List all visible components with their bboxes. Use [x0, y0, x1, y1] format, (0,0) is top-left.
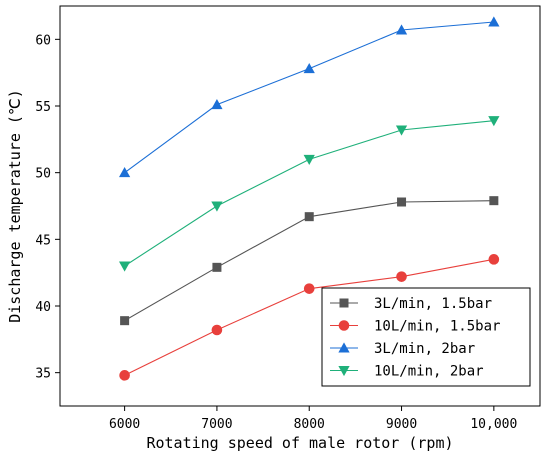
y-tick-label: 60: [35, 33, 51, 48]
legend-marker: [338, 366, 350, 377]
data-point: [211, 99, 223, 110]
y-tick-label: 45: [35, 233, 51, 248]
series-layer: [118, 16, 500, 381]
x-tick-label: 9000: [386, 417, 417, 432]
x-tick-label: 7000: [201, 417, 232, 432]
x-tick-label: 10,000: [470, 417, 517, 432]
data-point: [303, 283, 315, 294]
legend-label: 10L/min, 2bar: [374, 364, 484, 380]
y-axis: 35 40 45 50 55 60: [35, 33, 60, 382]
data-point: [211, 324, 223, 336]
data-point: [395, 125, 408, 136]
legend-label: 3L/min, 2bar: [374, 341, 475, 357]
legend-marker: [338, 320, 350, 331]
data-point: [488, 116, 500, 127]
data-point: [488, 254, 500, 265]
data-point: [118, 261, 131, 272]
legend-item: 3L/min, 1.5bar: [330, 296, 492, 312]
legend-label: 3L/min, 1.5bar: [374, 296, 492, 312]
series-3: [118, 16, 500, 178]
data-point: [488, 16, 500, 27]
y-axis-title: Discharge temperature (℃): [6, 89, 24, 323]
data-point: [303, 63, 315, 74]
x-tick-label: 6000: [109, 417, 140, 432]
y-tick-label: 35: [35, 367, 51, 382]
legend-marker: [339, 298, 349, 308]
data-point: [120, 316, 130, 326]
y-tick-label: 50: [35, 167, 51, 182]
x-axis: 6000 7000 8000 9000 10,000: [109, 406, 517, 432]
data-point: [304, 212, 314, 222]
data-point: [211, 201, 223, 212]
data-point: [397, 197, 407, 207]
plot-frame: [59, 5, 541, 407]
x-tick-label: 8000: [294, 417, 325, 432]
legend-marker: [338, 342, 350, 353]
data-point: [119, 370, 130, 381]
legend-item: 10L/min, 2bar: [330, 364, 484, 380]
data-point: [489, 196, 499, 206]
legend-item: 3L/min, 2bar: [330, 341, 475, 357]
legend-label: 10L/min, 1.5bar: [374, 319, 500, 335]
data-point: [118, 167, 131, 178]
y-tick-label: 55: [35, 100, 51, 115]
x-axis-title: Rotating speed of male rotor (rpm): [146, 434, 453, 452]
legend-item: 10L/min, 1.5bar: [330, 319, 500, 335]
series-line: [124, 120, 494, 267]
legend-box: [321, 287, 531, 387]
data-point: [396, 271, 407, 282]
plot-area: [59, 5, 541, 407]
y-tick-label: 40: [35, 300, 51, 315]
series-4: [118, 116, 500, 272]
series-2: [119, 254, 500, 381]
series-line: [124, 21, 494, 174]
data-point: [395, 24, 408, 35]
data-point: [212, 262, 222, 272]
legend: 3L/min, 1.5bar 10L/min, 1.5bar 3L/min, 2ba…: [321, 287, 531, 387]
data-point: [303, 154, 315, 165]
series-1: [120, 196, 499, 326]
